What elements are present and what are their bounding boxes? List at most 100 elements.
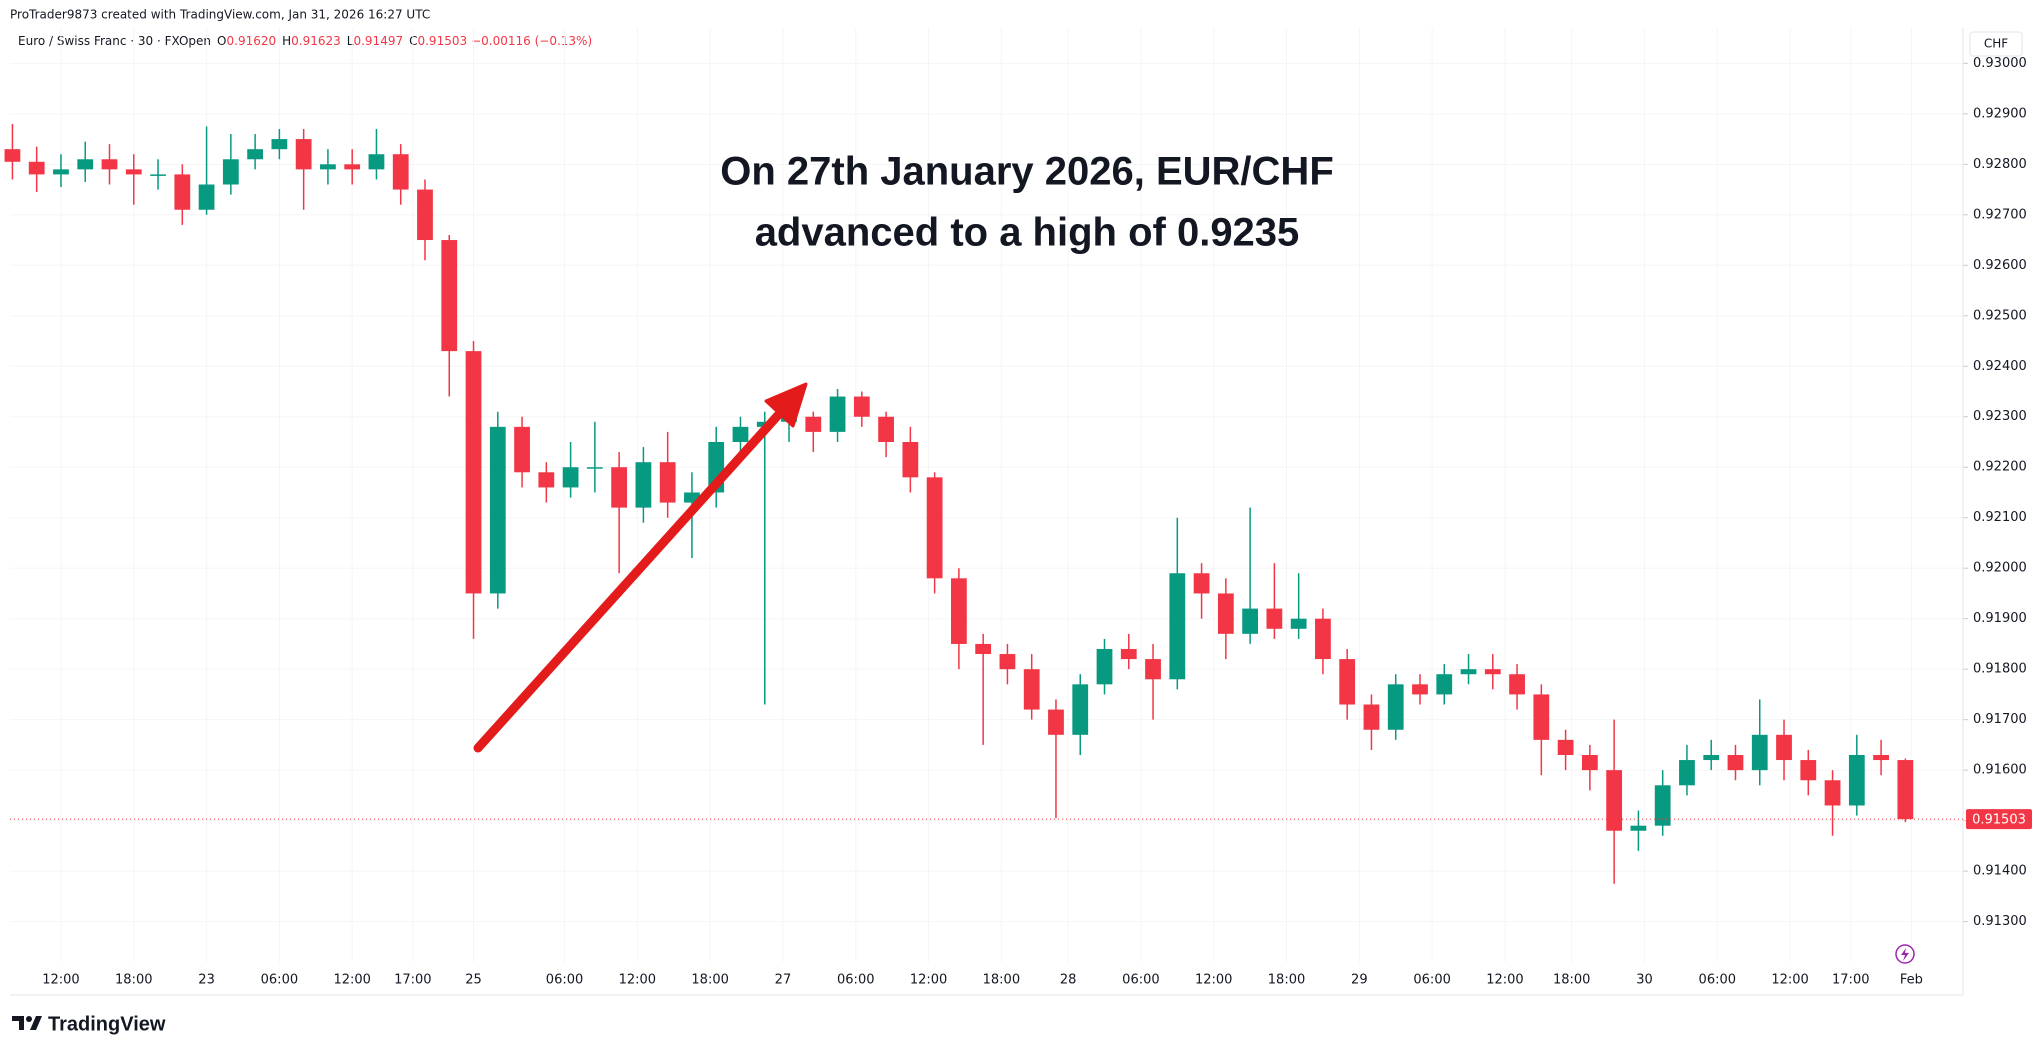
candle-body: [392, 154, 409, 190]
x-tick-label: 27: [775, 973, 792, 988]
candle-body: [1703, 755, 1720, 761]
candle-body: [805, 416, 822, 432]
lightning-icon[interactable]: [1895, 944, 1915, 964]
x-tick-label: 12:00: [1771, 973, 1808, 988]
currency-box[interactable]: [1969, 31, 2023, 57]
candle-body: [222, 159, 239, 185]
candle-body: [1557, 739, 1574, 756]
x-tick-label: 12:00: [333, 973, 370, 988]
x-tick-label: 29: [1351, 973, 1368, 988]
candle-body: [562, 467, 579, 488]
candle-body: [1217, 593, 1234, 634]
logo-mark: [30, 1016, 42, 1030]
candle-body: [635, 462, 652, 508]
arrow-head: [764, 382, 808, 428]
y-tick-label: 0.91300: [1973, 914, 2027, 929]
candle-body: [1266, 608, 1283, 629]
brand-name: TradingView: [48, 1013, 166, 1035]
candle-body: [853, 396, 870, 417]
candle-body: [150, 174, 166, 176]
field-label: L: [347, 34, 354, 48]
candle-body: [1581, 755, 1598, 771]
x-tick-label: 23: [198, 973, 215, 988]
x-tick-label: Feb: [1900, 973, 1923, 988]
currency: CHF: [1984, 37, 2008, 51]
candle-body: [1824, 780, 1841, 806]
candle-body: [611, 467, 628, 508]
x-tick-label: 18:00: [983, 973, 1020, 988]
candle-body: [1654, 785, 1671, 826]
candle-body: [1412, 684, 1428, 695]
arrow-shaft: [473, 408, 785, 753]
x-tick-label: 12:00: [619, 973, 656, 988]
candle-body: [1460, 669, 1477, 675]
candle-body: [1509, 674, 1525, 695]
change: −0.00116 (−0.13%): [471, 34, 592, 48]
candle-body: [951, 578, 967, 644]
candle-body: [1630, 825, 1647, 831]
candle-body: [28, 161, 45, 175]
candle-body: [1193, 573, 1210, 594]
symbol: Euro / Swiss Franc · 30 · FXOpen: [18, 34, 211, 48]
x-tick-label: 17:00: [394, 973, 431, 988]
candle-body: [417, 189, 433, 241]
candle-body: [1484, 669, 1501, 675]
field-label: H: [282, 34, 291, 48]
field-label: O: [217, 34, 226, 48]
x-tick-label: 18:00: [1268, 973, 1305, 988]
logo-dot: [26, 1016, 32, 1022]
candle-body: [1533, 694, 1550, 740]
candle-body: [53, 169, 69, 175]
candle-body: [902, 441, 919, 478]
y-tick-label: 0.92500: [1973, 308, 2027, 323]
x-tick-label: 25: [465, 973, 482, 988]
candle-body: [1848, 755, 1865, 806]
candle-body: [1363, 704, 1380, 730]
annotation: On 27th January 2026, EUR/CHF: [720, 150, 1334, 194]
x-tick-label: 06:00: [261, 973, 298, 988]
x-tick-label: 06:00: [1699, 973, 1736, 988]
x-tick-label: 12:00: [910, 973, 947, 988]
x-tick-label: 12:00: [1195, 973, 1232, 988]
candle-body: [247, 149, 263, 160]
candle-body: [368, 154, 385, 170]
field-value: 0.91503: [417, 34, 467, 48]
candle-body: [198, 184, 215, 210]
last-price-label: 0.91503: [1972, 813, 2026, 828]
x-tick-label: 17:00: [1832, 973, 1869, 988]
y-tick-label: 0.92200: [1973, 460, 2027, 475]
plot: 0.93000 0.92900 0.92800 0.92700 0.92600 0.925…: [4, 28, 2032, 988]
candle-body: [4, 149, 21, 162]
candle-body: [1072, 684, 1089, 735]
y-tick-label: 0.93000: [1973, 56, 2027, 71]
candle-body: [1023, 669, 1040, 710]
candle-body: [1096, 648, 1113, 685]
lightning-bolt: [1901, 948, 1909, 961]
candle-body: [1387, 684, 1404, 730]
candle-body: [538, 472, 555, 488]
candle-body: [1290, 618, 1307, 629]
x-tick-label: 18:00: [115, 973, 152, 988]
y-tick-label: 0.91400: [1973, 864, 2027, 879]
candle-body: [1315, 618, 1331, 660]
candle-body: [101, 159, 118, 170]
candle-body: [1751, 734, 1768, 771]
x-tick-label: 06:00: [837, 973, 874, 988]
candle-body: [1873, 755, 1889, 761]
x-tick-label: 30: [1636, 973, 1653, 988]
y-tick-label: 0.92600: [1973, 258, 2027, 273]
candle-body: [1897, 760, 1914, 820]
candle-body: [1727, 755, 1744, 771]
candle-body: [514, 426, 530, 473]
candle-body: [77, 159, 94, 170]
logo-mark: [12, 1016, 24, 1030]
candle-body: [1169, 573, 1186, 680]
y-tick-label: 0.92700: [1973, 207, 2027, 222]
y-tick-label: 0.92400: [1973, 359, 2027, 374]
candle-body: [1606, 770, 1623, 831]
candle-body: [1120, 648, 1137, 660]
x-tick-label: 12:00: [42, 973, 79, 988]
